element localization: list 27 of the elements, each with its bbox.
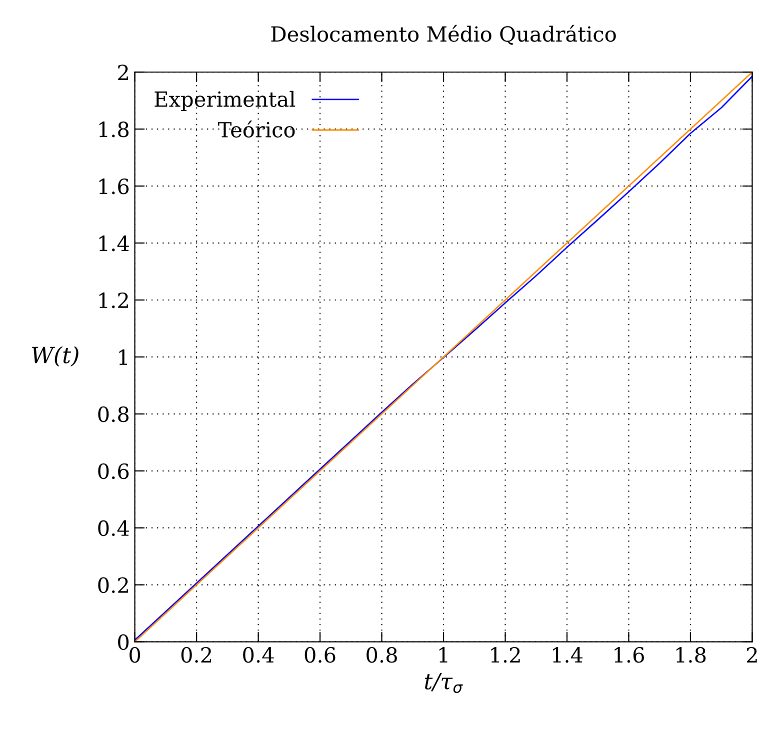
y-tick-label: 0.4 <box>98 520 129 536</box>
y-tick-label: 0.8 <box>98 406 129 422</box>
x-tick-label: 1.6 <box>614 647 644 663</box>
y-tick-label: 1.4 <box>99 235 129 252</box>
y-axis-title: W(t) <box>32 346 78 367</box>
x-tick-label: 1 <box>439 647 448 662</box>
y-tick-label: 0.2 <box>98 577 128 594</box>
y-tick-label: 0.6 <box>98 463 129 480</box>
y-tick-label: 1 <box>119 349 127 365</box>
x-tick-label: 2 <box>746 647 757 662</box>
y-tick-label: 1.2 <box>99 292 128 308</box>
x-tick-label: 1.4 <box>552 647 583 663</box>
chart-title: Deslocamento Médio Quadrático <box>271 24 616 45</box>
x-tick-label: 0.2 <box>181 647 212 663</box>
legend-label: Teórico <box>218 120 295 138</box>
x-tick-label: 0 <box>130 647 140 663</box>
x-axis-title: t/τ$_{σ}$ <box>424 673 463 694</box>
y-tick-label: 0 <box>118 634 129 650</box>
x-tick-label: 1.8 <box>676 647 706 663</box>
x-tick-label: 0.8 <box>366 647 397 663</box>
y-tick-label: 1.6 <box>99 178 129 194</box>
y-tick-label: 1.8 <box>99 122 129 138</box>
x-tick-label: 0.4 <box>243 647 274 663</box>
x-tick-label: 0.6 <box>304 647 336 663</box>
y-tick-label: 2 <box>118 64 128 80</box>
x-tick-label: 1.2 <box>491 647 520 663</box>
legend-label: Experimental <box>154 90 296 112</box>
